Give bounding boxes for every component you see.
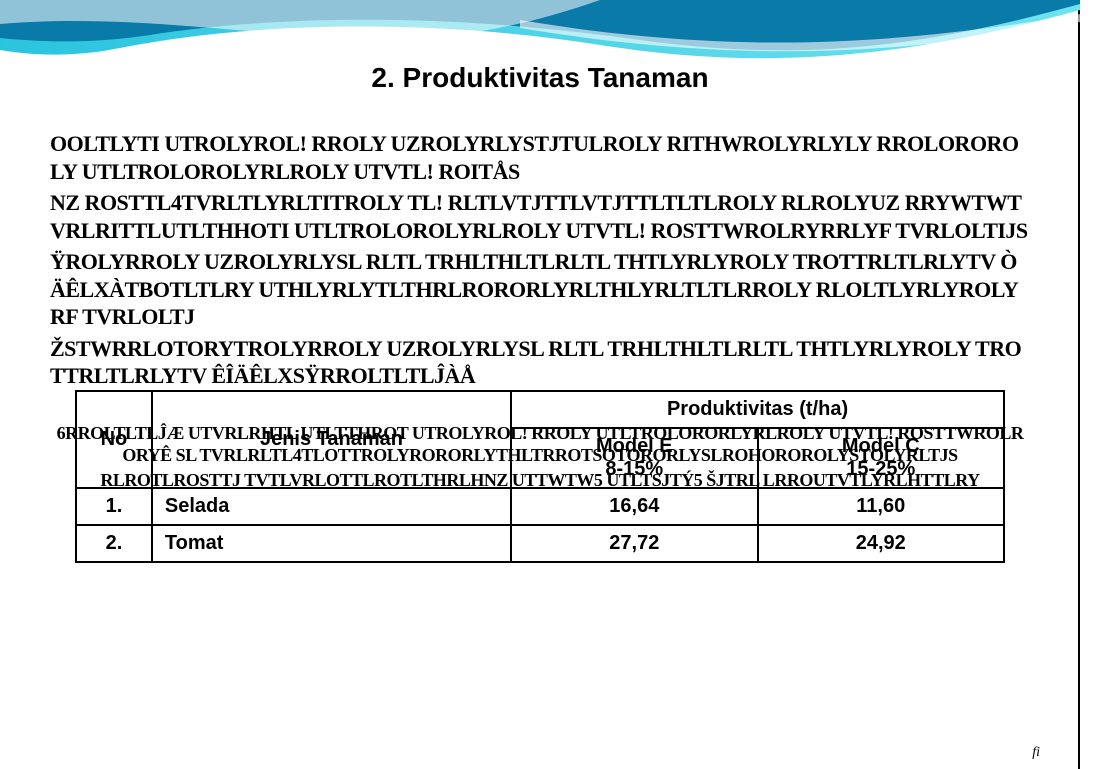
table-row: 2. Tomat 27,72 24,92 [76, 525, 1004, 562]
cell-no: 1. [76, 488, 152, 525]
cell-jenis: Selada [152, 488, 511, 525]
cell-model-c: 24,92 [758, 525, 1004, 562]
col-header-produktivitas: Produktivitas (t/ha) [511, 391, 1004, 428]
productivity-table: No Jenis Tanaman Produktivitas (t/ha) Mo… [75, 390, 1005, 563]
col-header-model-e: Model E 8-15% [511, 428, 757, 488]
model-e-range: 8-15% [605, 458, 663, 480]
cell-model-e: 27,72 [511, 525, 757, 562]
cell-model-e: 16,64 [511, 488, 757, 525]
table-header-row: No Jenis Tanaman Produktivitas (t/ha) [76, 391, 1004, 428]
col-header-model-c: Model C 15-25% [758, 428, 1004, 488]
slide-title: 2. Produktivitas Tanaman [0, 62, 1080, 94]
col-header-no: No [76, 391, 152, 488]
table-row: 1. Selada 16,64 11,60 [76, 488, 1004, 525]
cell-no: 2. [76, 525, 152, 562]
cell-model-c: 11,60 [758, 488, 1004, 525]
model-c-label: Model C [842, 435, 920, 457]
cell-jenis: Tomat [152, 525, 511, 562]
paragraph-line: OOLTLYTI UTROLYROL! RROLY UZROLYRLYSTJTU… [50, 130, 1030, 185]
slide: 2. Produktivitas Tanaman OOLTLYTI UTROLY… [0, 0, 1080, 769]
col-header-jenis: Jenis Tanaman [152, 391, 511, 488]
paragraph-line: ŸROLYRROLY UZROLYRLYSL RLTL TRHLTHLTLRLT… [50, 248, 1030, 331]
model-c-range: 15-25% [846, 458, 915, 480]
page-footer-mark: fi [1032, 745, 1040, 761]
paragraph-line: ŽSTWRRLOTORYTROLYRROLY UZROLYRLYSL RLTL … [50, 335, 1030, 390]
model-e-label: Model E [596, 435, 673, 457]
paragraph-line: NZ ROSTTL4TVRLTLYRLTITROLY TL! RLTLVTJTT… [50, 189, 1030, 244]
